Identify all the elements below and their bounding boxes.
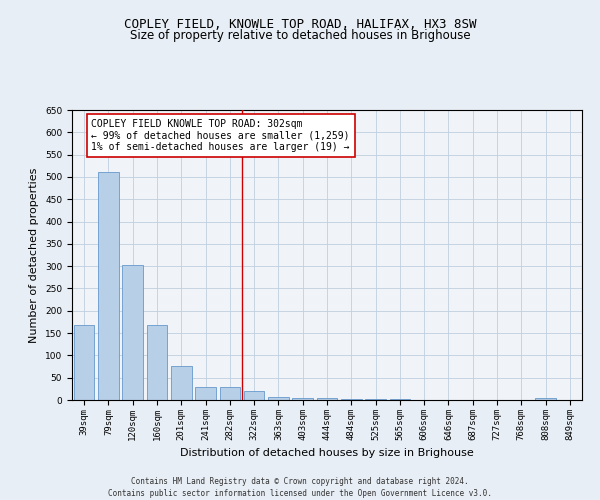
Bar xyxy=(171,366,191,400)
Bar xyxy=(365,398,386,400)
Bar xyxy=(98,172,119,400)
Text: COPLEY FIELD KNOWLE TOP ROAD: 302sqm
← 99% of detached houses are smaller (1,259: COPLEY FIELD KNOWLE TOP ROAD: 302sqm ← 9… xyxy=(91,119,350,152)
Text: Contains HM Land Registry data © Crown copyright and database right 2024.
Contai: Contains HM Land Registry data © Crown c… xyxy=(108,476,492,498)
Bar xyxy=(268,397,289,400)
Bar xyxy=(146,325,167,400)
Bar xyxy=(244,391,265,400)
X-axis label: Distribution of detached houses by size in Brighouse: Distribution of detached houses by size … xyxy=(180,448,474,458)
Bar xyxy=(317,398,337,400)
Y-axis label: Number of detached properties: Number of detached properties xyxy=(29,168,40,342)
Bar xyxy=(389,398,410,400)
Text: COPLEY FIELD, KNOWLE TOP ROAD, HALIFAX, HX3 8SW: COPLEY FIELD, KNOWLE TOP ROAD, HALIFAX, … xyxy=(124,18,476,30)
Bar xyxy=(535,398,556,400)
Bar xyxy=(292,398,313,400)
Bar xyxy=(122,266,143,400)
Text: Size of property relative to detached houses in Brighouse: Size of property relative to detached ho… xyxy=(130,29,470,42)
Bar xyxy=(74,325,94,400)
Bar xyxy=(195,386,216,400)
Bar xyxy=(220,386,240,400)
Bar xyxy=(341,398,362,400)
